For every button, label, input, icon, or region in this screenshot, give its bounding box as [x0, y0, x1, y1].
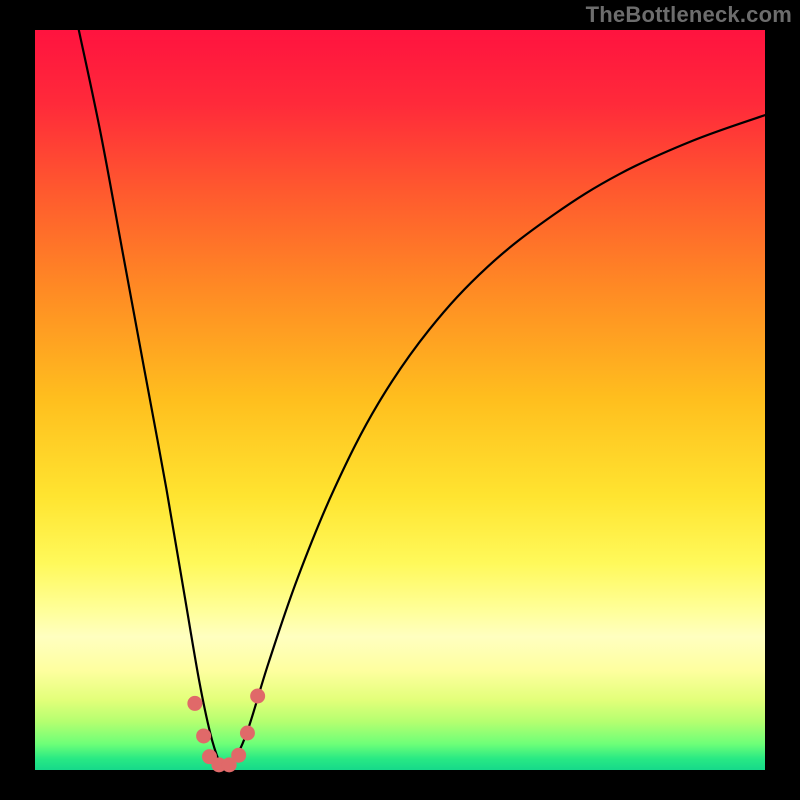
plot-background [35, 30, 765, 770]
marker-point [250, 689, 265, 704]
marker-point [196, 728, 211, 743]
marker-point [187, 696, 202, 711]
chart-frame: TheBottleneck.com [0, 0, 800, 800]
marker-point [240, 726, 255, 741]
watermark-text: TheBottleneck.com [586, 2, 792, 28]
bottleneck-chart [0, 0, 800, 800]
marker-point [231, 748, 246, 763]
